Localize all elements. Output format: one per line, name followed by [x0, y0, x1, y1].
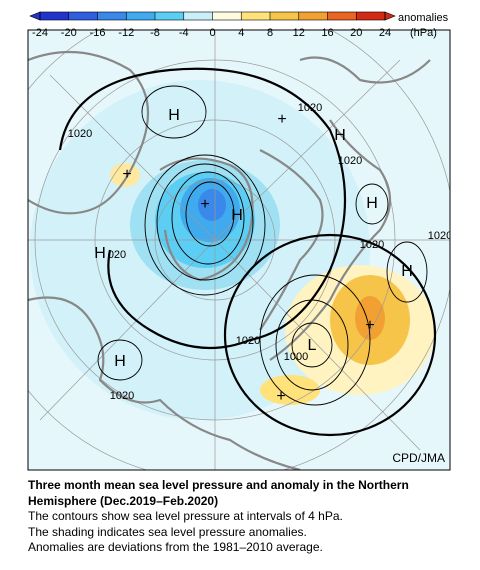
colorbar-tick-label: 20 — [350, 27, 362, 39]
color-swatch — [241, 12, 270, 20]
color-swatch — [68, 12, 98, 20]
graticule — [28, 30, 450, 470]
colorbar-tick-label: -12 — [118, 27, 134, 39]
colorbar-tick-label: 24 — [379, 27, 391, 39]
colorbar-tick-label: 8 — [267, 27, 273, 39]
caption-line: The contours show sea level pressure at … — [28, 509, 343, 523]
colorbar-tick-label: -4 — [179, 27, 189, 39]
caption-title: Three month mean sea level pressure and … — [28, 478, 409, 508]
colorbar-tick-label: -24 — [32, 27, 48, 39]
map-label: H — [334, 127, 346, 144]
colorbar-arrow — [384, 11, 396, 21]
colorbar-tick-label: 4 — [238, 27, 244, 39]
colorbar-tick-label: 16 — [321, 27, 333, 39]
caption-line: The shading indicates sea level pressure… — [28, 524, 307, 539]
map-label: 1020 — [68, 128, 92, 140]
color-swatch — [298, 12, 328, 20]
map-label: H — [231, 207, 243, 224]
colorbar-label: anomalies — [398, 12, 449, 24]
map-label: + — [277, 111, 286, 128]
colorbar-tick-label: 12 — [293, 27, 305, 39]
color-swatch — [155, 12, 184, 20]
map-label: H — [168, 107, 180, 124]
color-swatch — [270, 12, 299, 20]
map-label: H — [366, 195, 378, 212]
map-label: H — [114, 353, 126, 370]
shade — [198, 189, 226, 221]
color-swatch — [40, 12, 69, 20]
coastline — [28, 50, 431, 470]
color-swatch — [183, 12, 213, 20]
colorbar: -24 -20 -16 -12 -8 -4 0 4 8 12 16 20 24 — [29, 11, 396, 39]
map-label: 1020 — [338, 155, 362, 167]
isobars — [58, 67, 437, 437]
map-label: + — [200, 196, 209, 213]
map-label: + — [122, 166, 131, 183]
map-label: 020 — [108, 249, 126, 261]
colorbar-tick-label: 0 — [209, 27, 215, 39]
caption: Three month mean sea level pressure and … — [28, 478, 468, 556]
map-label: + — [365, 317, 374, 334]
map-label: H — [94, 245, 106, 262]
map-label: L — [308, 337, 317, 354]
colorbar-arrow — [29, 11, 41, 21]
map-label: 1020 — [298, 102, 322, 114]
color-swatch — [126, 12, 155, 20]
credit: CPD/JMA — [392, 451, 445, 465]
color-swatch — [97, 12, 127, 20]
map-frame — [27, 29, 451, 471]
map-label: 1020 — [428, 230, 452, 242]
map-label: 1020 — [110, 390, 134, 402]
colorbar-tick-label: -20 — [61, 27, 77, 39]
colorbar-tick-label: -8 — [150, 27, 160, 39]
colorbar-tick-label: -16 — [90, 27, 106, 39]
color-swatch — [327, 12, 357, 20]
caption-line: Anomalies are deviations from the 1981–2… — [28, 540, 323, 554]
map-label: + — [276, 388, 285, 405]
map-label: H — [401, 263, 413, 280]
map-label: 1020 — [236, 335, 260, 347]
shade — [260, 375, 320, 405]
color-swatch — [356, 12, 385, 20]
colorbar-unit: (hPa) — [410, 27, 437, 39]
color-swatch — [212, 12, 242, 20]
map-label: 1000 — [284, 351, 308, 363]
map-label: 1020 — [360, 239, 384, 251]
